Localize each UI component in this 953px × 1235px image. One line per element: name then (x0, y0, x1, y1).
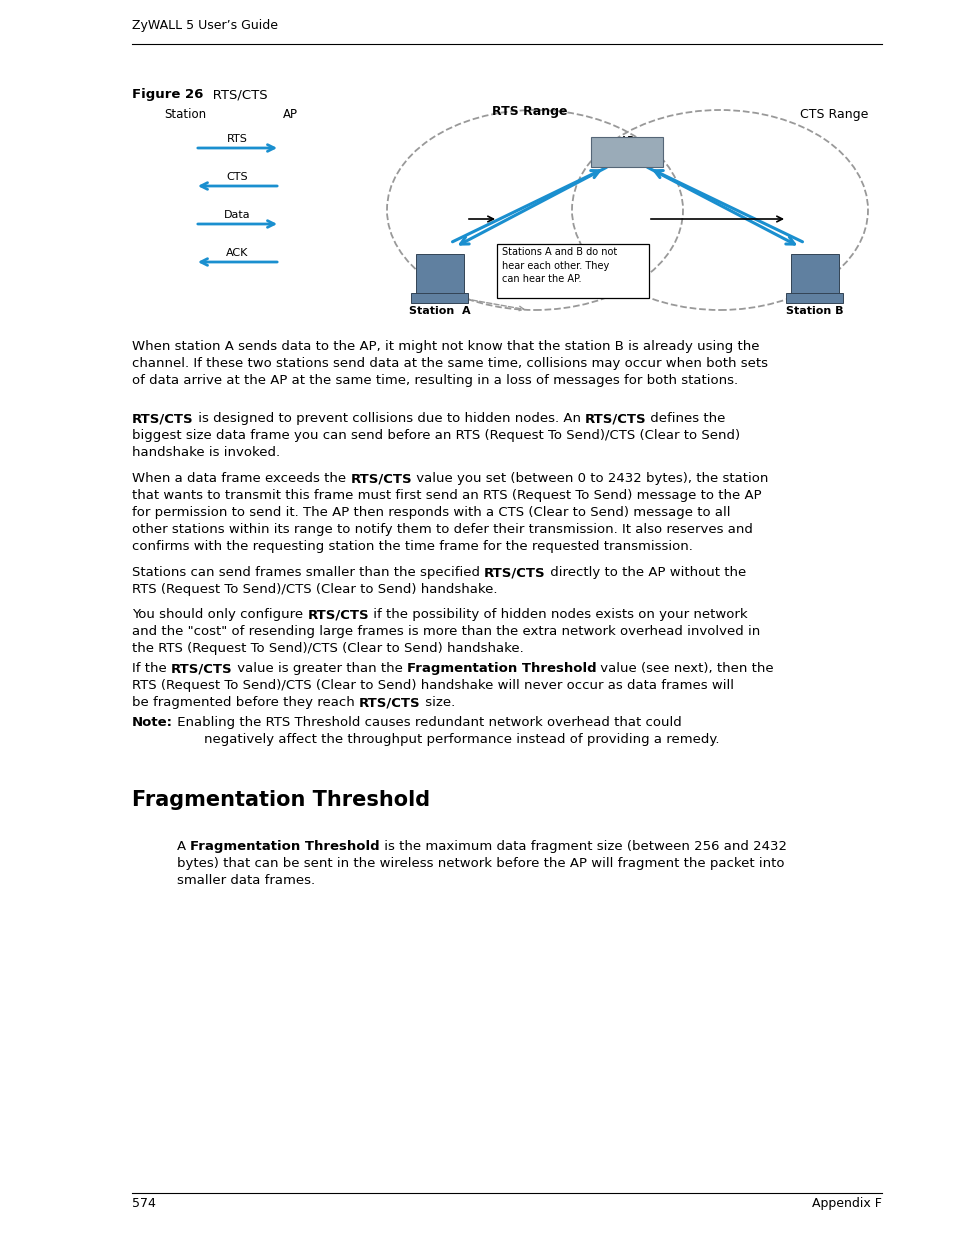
FancyBboxPatch shape (590, 137, 662, 167)
Text: that wants to transmit this frame must first send an RTS (Request To Send) messa: that wants to transmit this frame must f… (132, 489, 760, 501)
Text: AP: AP (282, 107, 297, 121)
Text: size.: size. (420, 697, 455, 709)
Text: RTS/CTS: RTS/CTS (132, 412, 193, 425)
Text: Fragmentation Threshold: Fragmentation Threshold (406, 662, 596, 676)
Text: RTS/CTS: RTS/CTS (171, 662, 233, 676)
Text: Data: Data (224, 210, 251, 220)
Text: Fragmentation Threshold: Fragmentation Threshold (191, 840, 379, 853)
Text: 574: 574 (132, 1197, 155, 1210)
Text: Note:: Note: (132, 716, 172, 729)
Text: the RTS (Request To Send)/CTS (Clear to Send) handshake.: the RTS (Request To Send)/CTS (Clear to … (132, 642, 523, 655)
Text: Station: Station (164, 107, 206, 121)
Text: RTS/CTS: RTS/CTS (350, 472, 412, 485)
Text: smaller data frames.: smaller data frames. (177, 874, 314, 887)
Text: When a data frame exceeds the: When a data frame exceeds the (132, 472, 350, 485)
Text: channel. If these two stations send data at the same time, collisions may occur : channel. If these two stations send data… (132, 357, 767, 370)
Text: Figure 26: Figure 26 (132, 88, 203, 101)
Text: Stations can send frames smaller than the specified: Stations can send frames smaller than th… (132, 566, 484, 579)
Text: be fragmented before they reach: be fragmented before they reach (132, 697, 358, 709)
Text: ACK: ACK (226, 248, 249, 258)
Text: confirms with the requesting station the time frame for the requested transmissi: confirms with the requesting station the… (132, 540, 692, 553)
FancyBboxPatch shape (790, 254, 838, 294)
Text: Stations A and B do not
hear each other. They
can hear the AP.: Stations A and B do not hear each other.… (501, 247, 617, 284)
Text: RTS Range: RTS Range (492, 105, 567, 119)
FancyBboxPatch shape (497, 245, 648, 298)
FancyBboxPatch shape (416, 254, 463, 294)
Text: is designed to prevent collisions due to hidden nodes. An: is designed to prevent collisions due to… (193, 412, 584, 425)
Text: handshake is invoked.: handshake is invoked. (132, 446, 280, 459)
Text: value (see next), then the: value (see next), then the (596, 662, 773, 676)
Text: RTS: RTS (227, 135, 248, 144)
Text: defines the: defines the (646, 412, 725, 425)
Text: value is greater than the: value is greater than the (233, 662, 406, 676)
FancyBboxPatch shape (411, 293, 468, 303)
Text: Station B: Station B (785, 306, 842, 316)
Text: of data arrive at the AP at the same time, resulting in a loss of messages for b: of data arrive at the AP at the same tim… (132, 374, 738, 387)
Text: Enabling the RTS Threshold causes redundant network overhead that could: Enabling the RTS Threshold causes redund… (172, 716, 681, 729)
Text: RTS/CTS: RTS/CTS (200, 88, 268, 101)
Text: RTS/CTS: RTS/CTS (358, 697, 420, 709)
Text: other stations within its range to notify them to defer their transmission. It a: other stations within its range to notif… (132, 522, 752, 536)
Text: CTS: CTS (227, 172, 248, 182)
Text: negatively affect the throughput performance instead of providing a remedy.: negatively affect the throughput perform… (170, 734, 719, 746)
Text: RTS (Request To Send)/CTS (Clear to Send) handshake.: RTS (Request To Send)/CTS (Clear to Send… (132, 583, 497, 597)
Text: value you set (between 0 to 2432 bytes), the station: value you set (between 0 to 2432 bytes),… (412, 472, 767, 485)
Text: if the possibility of hidden nodes exists on your network: if the possibility of hidden nodes exist… (369, 608, 747, 621)
Text: AP: AP (618, 135, 634, 148)
Text: You should only configure: You should only configure (132, 608, 307, 621)
Text: RTS/CTS: RTS/CTS (484, 566, 545, 579)
Text: Station  A: Station A (409, 306, 471, 316)
Text: for permission to send it. The AP then responds with a CTS (Clear to Send) messa: for permission to send it. The AP then r… (132, 506, 730, 519)
Text: directly to the AP without the: directly to the AP without the (545, 566, 745, 579)
Text: bytes) that can be sent in the wireless network before the AP will fragment the : bytes) that can be sent in the wireless … (177, 857, 783, 869)
Text: RTS/CTS: RTS/CTS (307, 608, 369, 621)
Text: is the maximum data fragment size (between 256 and 2432: is the maximum data fragment size (betwe… (379, 840, 786, 853)
Text: CTS Range: CTS Range (800, 107, 867, 121)
Text: If the: If the (132, 662, 171, 676)
Text: RTS/CTS: RTS/CTS (584, 412, 646, 425)
Text: A: A (177, 840, 191, 853)
FancyBboxPatch shape (785, 293, 842, 303)
Text: ZyWALL 5 User’s Guide: ZyWALL 5 User’s Guide (132, 19, 277, 32)
Text: Appendix F: Appendix F (811, 1197, 882, 1210)
Text: and the "cost" of resending large frames is more than the extra network overhead: and the "cost" of resending large frames… (132, 625, 760, 638)
Text: Fragmentation Threshold: Fragmentation Threshold (132, 790, 430, 810)
Text: When station A sends data to the AP, it might not know that the station B is alr: When station A sends data to the AP, it … (132, 340, 759, 353)
Text: RTS (Request To Send)/CTS (Clear to Send) handshake will never occur as data fra: RTS (Request To Send)/CTS (Clear to Send… (132, 679, 733, 692)
Text: biggest size data frame you can send before an RTS (Request To Send)/CTS (Clear : biggest size data frame you can send bef… (132, 429, 740, 442)
